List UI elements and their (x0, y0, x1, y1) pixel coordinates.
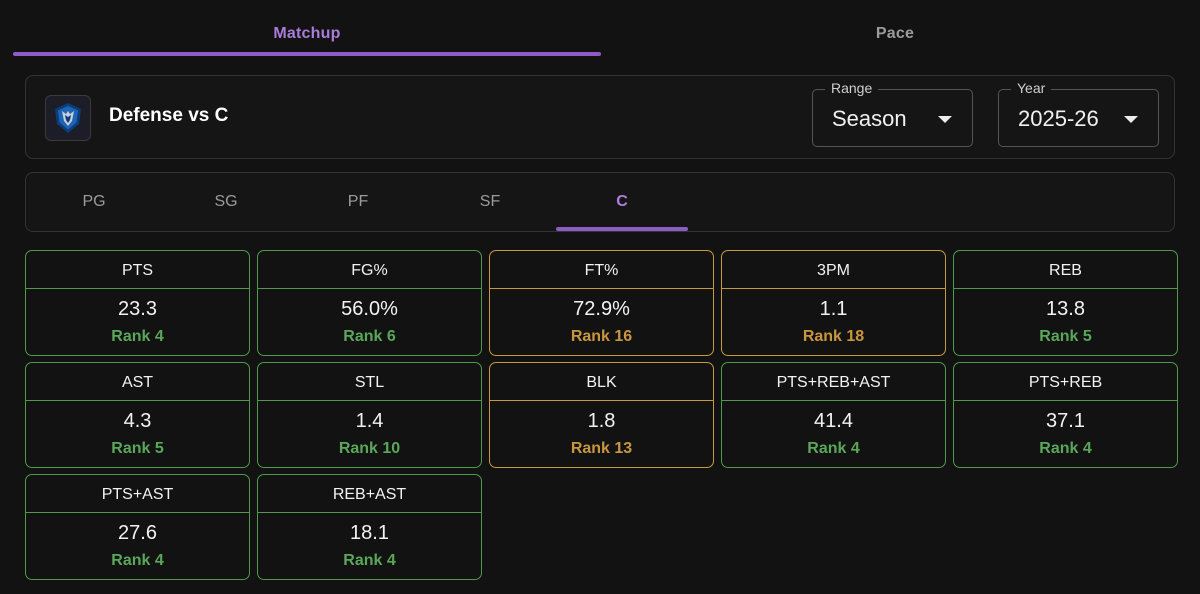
stat-label: AST (26, 363, 249, 401)
stat-card-3pm: 3PM 1.1 Rank 18 (721, 250, 946, 356)
year-select[interactable]: Year 2025-26 (998, 80, 1159, 147)
stat-label: PTS+REB (954, 363, 1177, 401)
tab-position-pf[interactable]: PF (347, 193, 369, 210)
page-title: Defense vs C (109, 105, 229, 126)
stat-value: 13.8 (1046, 298, 1085, 320)
stat-label: PTS+REB+AST (722, 363, 945, 401)
stat-label: PTS (26, 251, 249, 289)
stat-card-fg-pct: FG% 56.0% Rank 6 (257, 250, 482, 356)
stat-card-pts: PTS 23.3 Rank 4 (25, 250, 250, 356)
stat-value: 41.4 (814, 410, 853, 432)
tab-position-pg[interactable]: PG (82, 193, 106, 210)
position-active-indicator (556, 227, 688, 231)
stat-card-pts-ast: PTS+AST 27.6 Rank 4 (25, 474, 250, 580)
stat-rank: Rank 4 (1039, 440, 1092, 457)
stat-label: REB (954, 251, 1177, 289)
tab-pace[interactable]: Pace (875, 25, 915, 42)
stat-label: FG% (258, 251, 481, 289)
stat-value: 18.1 (350, 522, 389, 544)
year-select-label: Year (1011, 80, 1052, 96)
stat-rank: Rank 13 (570, 440, 633, 457)
tab-matchup[interactable]: Matchup (273, 25, 341, 42)
stat-value: 56.0% (341, 298, 398, 320)
tab-position-sf[interactable]: SF (479, 193, 501, 210)
year-select-value: 2025-26 (1018, 106, 1099, 131)
stat-label: BLK (490, 363, 713, 401)
stat-value: 1.8 (587, 410, 616, 432)
stat-value: 4.3 (123, 410, 152, 432)
stat-rank: Rank 16 (570, 328, 633, 345)
stat-rank: Rank 18 (802, 328, 865, 345)
stat-card-ast: AST 4.3 Rank 5 (25, 362, 250, 468)
tab-position-sg[interactable]: SG (214, 193, 238, 210)
tab-active-indicator (13, 52, 601, 56)
stat-rank: Rank 4 (807, 440, 860, 457)
chevron-down-icon (1124, 116, 1138, 123)
chevron-down-icon (938, 116, 952, 123)
range-select-value: Season (832, 106, 907, 131)
stat-rank: Rank 4 (111, 552, 164, 569)
top-tab-bar: Matchup Pace (13, 12, 1188, 58)
stat-card-blk: BLK 1.8 Rank 13 (489, 362, 714, 468)
tab-position-c[interactable]: C (616, 193, 628, 210)
stat-value: 23.3 (118, 298, 157, 320)
stat-card-stl: STL 1.4 Rank 10 (257, 362, 482, 468)
stat-label: PTS+AST (26, 475, 249, 513)
stat-rank: Rank 6 (343, 328, 396, 345)
stat-value: 37.1 (1046, 410, 1085, 432)
stat-card-reb-ast: REB+AST 18.1 Rank 4 (257, 474, 482, 580)
stat-label: FT% (490, 251, 713, 289)
position-tab-bar: PG SG PF SF C (25, 172, 1175, 232)
team-logo (45, 95, 91, 141)
range-select-label: Range (825, 80, 879, 96)
stat-value: 72.9% (573, 298, 630, 320)
stat-label: REB+AST (258, 475, 481, 513)
stat-value: 1.4 (355, 410, 384, 432)
stat-rank: Rank 5 (111, 440, 164, 457)
stat-card-ft-pct: FT% 72.9% Rank 16 (489, 250, 714, 356)
stat-value: 27.6 (118, 522, 157, 544)
stat-rank: Rank 4 (343, 552, 396, 569)
stat-label: STL (258, 363, 481, 401)
stat-rank: Rank 4 (111, 328, 164, 345)
stat-rank: Rank 5 (1039, 328, 1092, 345)
dallas-mavericks-logo-icon (55, 103, 81, 133)
stat-card-reb: REB 13.8 Rank 5 (953, 250, 1178, 356)
stat-label: 3PM (722, 251, 945, 289)
stat-rank: Rank 10 (338, 440, 401, 457)
stat-value: 1.1 (819, 298, 848, 320)
range-select[interactable]: Range Season (812, 80, 973, 147)
defense-header-card: Defense vs C Range Season Year 2025-26 (25, 75, 1175, 159)
stat-card-pts-reb: PTS+REB 37.1 Rank 4 (953, 362, 1178, 468)
stat-card-pts-reb-ast: PTS+REB+AST 41.4 Rank 4 (721, 362, 946, 468)
